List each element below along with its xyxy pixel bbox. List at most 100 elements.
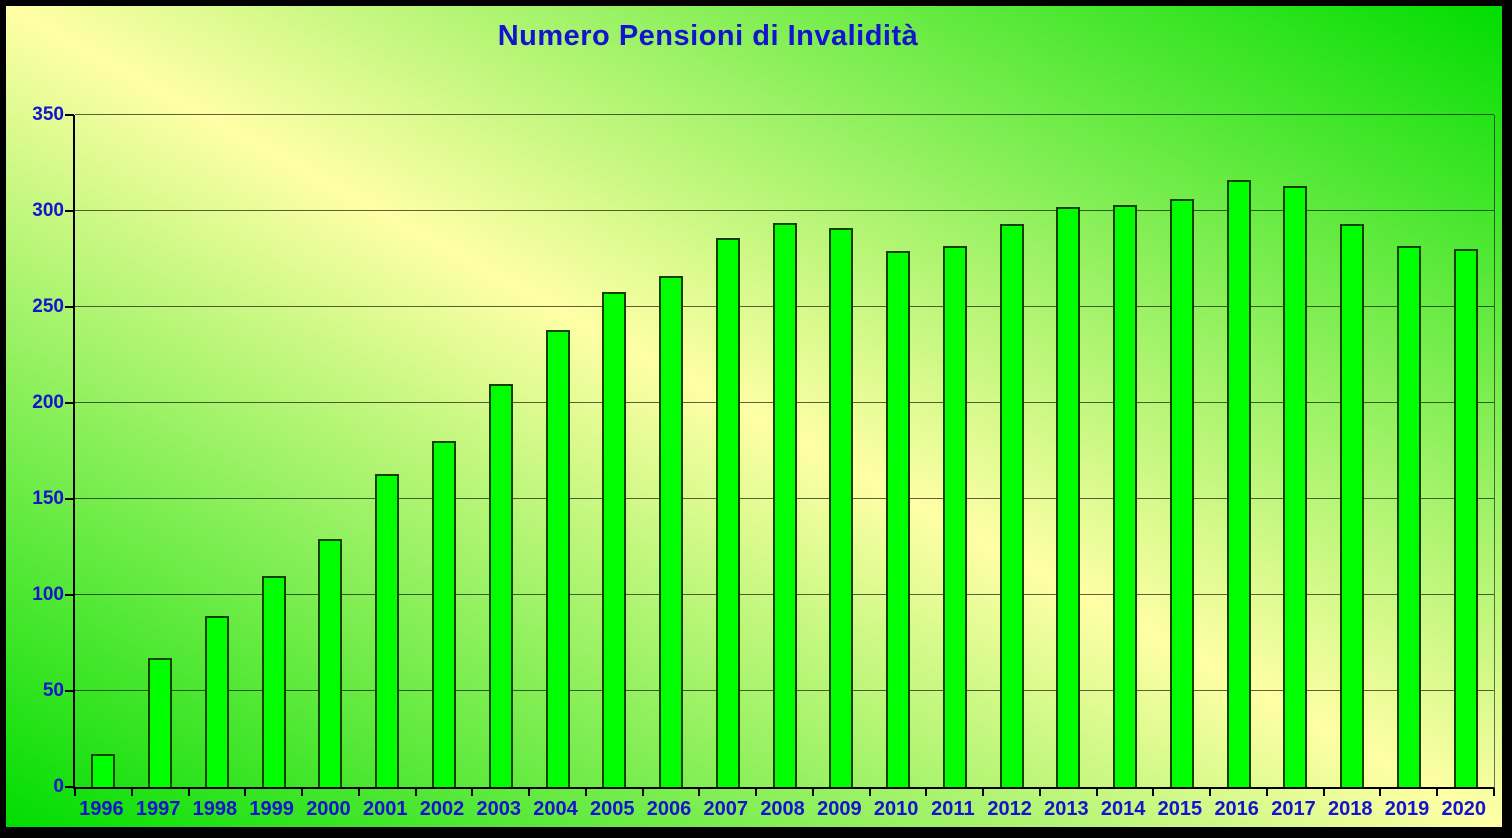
bar-slot-2017 — [1267, 115, 1324, 787]
bar-2011 — [942, 245, 967, 787]
x-axis-label-2000: 2000 — [306, 798, 351, 820]
x-axis-label-2012: 2012 — [987, 798, 1032, 820]
bar-2006 — [659, 276, 684, 787]
bar-2017 — [1283, 186, 1308, 787]
x-axis-tick — [1152, 789, 1155, 796]
y-axis: 0 50 100 150 200 250 300 350 — [6, 104, 64, 797]
bar-slot-2015 — [1154, 115, 1211, 787]
y-axis-label-350: 350 — [32, 104, 64, 125]
bar-slot-2010 — [870, 115, 927, 787]
bar-slot-2011 — [926, 115, 983, 787]
bar-2015 — [1169, 199, 1194, 787]
x-axis-label-1999: 1999 — [249, 798, 294, 820]
x-axis-label-2006: 2006 — [646, 798, 692, 820]
x-axis-tick — [74, 789, 76, 796]
gridline-350 — [75, 114, 1494, 115]
bar-2009 — [829, 228, 854, 787]
bar-slot-2020 — [1437, 115, 1494, 787]
bar-slot-2014 — [1097, 115, 1154, 787]
x-axis-tick — [1095, 789, 1098, 796]
x-axis-label-2020: 2020 — [1441, 798, 1487, 820]
x-axis-tick — [244, 789, 247, 796]
bar-1996 — [91, 754, 116, 787]
plot-area — [65, 114, 1495, 796]
x-axis-tick — [868, 789, 871, 796]
bar-slot-2016 — [1210, 115, 1267, 787]
x-axis-tick — [925, 789, 928, 796]
bar-1999 — [261, 575, 286, 787]
bar-slot-2001 — [359, 115, 416, 787]
x-axis-tick — [1322, 789, 1325, 796]
bar-2020 — [1453, 249, 1478, 787]
bar-slot-2005 — [586, 115, 643, 787]
bar-slot-2012 — [983, 115, 1040, 787]
bar-1998 — [204, 616, 229, 787]
x-axis-label-2005: 2005 — [590, 798, 635, 820]
y-axis-tick-50 — [65, 690, 74, 692]
x-axis-tick — [1209, 789, 1212, 796]
x-axis-label-2004: 2004 — [533, 798, 578, 820]
x-axis-label-2013: 2013 — [1044, 798, 1089, 820]
bar-slot-2004 — [529, 115, 586, 787]
x-axis-tick — [301, 789, 304, 796]
x-axis-label-1996: 1996 — [79, 798, 124, 820]
bar-slot-2009 — [813, 115, 870, 787]
bar-slot-2018 — [1324, 115, 1381, 787]
bar-slot-2006 — [643, 115, 700, 787]
x-axis-tick — [1436, 789, 1439, 796]
y-axis-label-150: 150 — [32, 488, 64, 509]
bar-2013 — [1056, 207, 1081, 787]
bar-2012 — [999, 224, 1024, 787]
bar-2019 — [1396, 245, 1421, 787]
y-axis-tick-250 — [65, 306, 74, 308]
bar-2018 — [1340, 224, 1365, 787]
y-axis-tick-350 — [65, 114, 74, 116]
bar-slot-1997 — [132, 115, 189, 787]
bar-2004 — [545, 330, 570, 787]
bar-2001 — [375, 474, 400, 787]
y-axis-tick-0 — [65, 786, 74, 788]
bar-1997 — [148, 658, 173, 787]
bar-slot-1999 — [245, 115, 302, 787]
x-axis-label-2016: 2016 — [1214, 798, 1259, 820]
y-axis-label-0: 0 — [53, 776, 64, 797]
y-axis-label-300: 300 — [32, 200, 64, 221]
x-axis-tick — [528, 789, 531, 796]
y-axis-label-100: 100 — [32, 584, 64, 605]
x-axis-label-2017: 2017 — [1271, 798, 1316, 820]
x-axis-label-1998: 1998 — [192, 798, 238, 820]
x-axis-tick — [755, 789, 758, 796]
y-axis-label-250: 250 — [32, 296, 64, 317]
bar-2002 — [431, 441, 456, 787]
x-axis-tick — [811, 789, 814, 796]
y-axis-tick-150 — [65, 498, 74, 500]
bar-slot-2000 — [302, 115, 359, 787]
x-axis-tick — [130, 789, 133, 796]
chart-title: Numero Pensioni di Invalidità — [497, 20, 919, 52]
x-axis-label-2015: 2015 — [1157, 798, 1203, 820]
x-axis-tick — [357, 789, 360, 796]
bar-slot-2019 — [1381, 115, 1438, 787]
gridline-300 — [75, 209, 1494, 211]
bar-slot-2013 — [1040, 115, 1097, 787]
y-axis-tick-300 — [65, 210, 74, 212]
bar-2010 — [886, 251, 911, 787]
x-axis-tick — [1493, 789, 1495, 796]
bar-2016 — [1226, 180, 1251, 787]
x-axis-label-2011: 2011 — [931, 798, 975, 820]
x-axis-label-2009: 2009 — [817, 798, 862, 820]
x-axis-label-2018: 2018 — [1327, 798, 1373, 820]
y-axis-label-50: 50 — [42, 680, 64, 701]
x-axis-label-1997: 1997 — [135, 798, 181, 820]
x-axis-label-2014: 2014 — [1100, 798, 1146, 820]
x-axis-label-2003: 2003 — [476, 798, 521, 820]
bar-slot-1998 — [189, 115, 246, 787]
chart-surface: Numero Pensioni di Invalidità 0 50 100 150 2… — [6, 6, 1502, 827]
bar-2014 — [1113, 205, 1138, 787]
x-axis-tick — [471, 789, 474, 796]
bar-slot-1996 — [75, 115, 132, 787]
bar-2008 — [772, 222, 797, 787]
x-axis-tick — [187, 789, 190, 796]
x-axis-label-2002: 2002 — [419, 798, 465, 820]
